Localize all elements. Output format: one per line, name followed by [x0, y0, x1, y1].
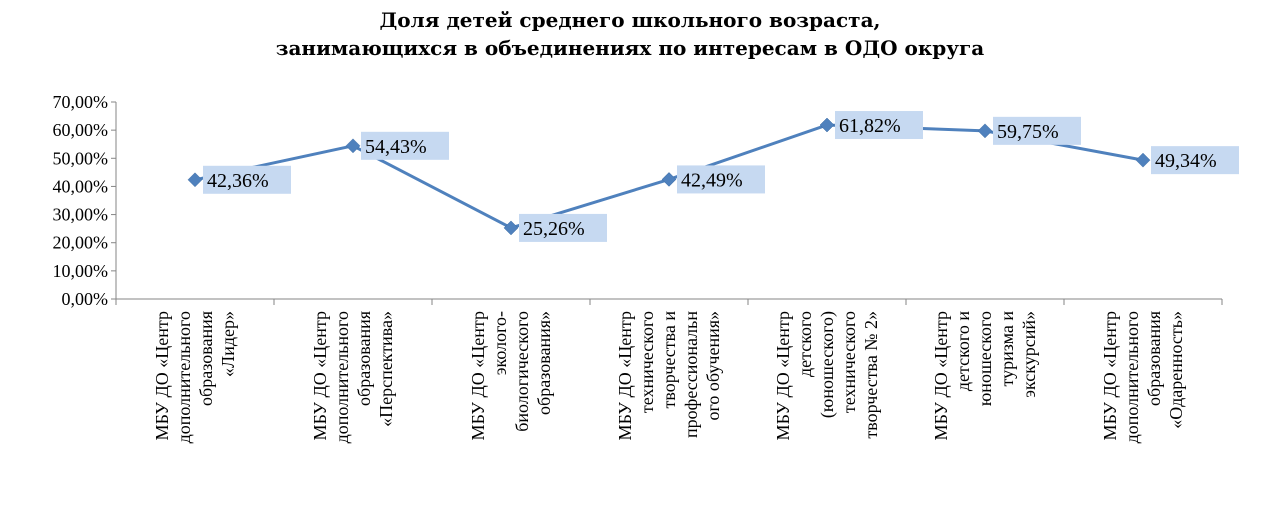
- data-labels: 42,36% 54,43% 25,26% 42,49% 61,82% 59,75% 49,3…: [203, 111, 1239, 242]
- x-tick-label-line: образования: [1144, 311, 1164, 406]
- data-label: 25,26%: [519, 213, 607, 242]
- x-tick-label-line: юношеского: [975, 311, 995, 406]
- x-tick-label-line: экскурсий»: [1019, 311, 1039, 398]
- data-label: 54,43%: [361, 131, 449, 160]
- y-tick-label: 30,00%: [53, 205, 109, 225]
- y-tick-label: 20,00%: [53, 233, 109, 253]
- data-point-marker: [503, 220, 519, 236]
- x-tick-label: МБУ ДО «Центр дополнительного образования «…: [310, 311, 396, 443]
- chart-title: Доля детей среднего школьного возраста, з…: [276, 8, 985, 60]
- x-tick-label-line: МБУ ДО «Центр: [468, 311, 488, 440]
- x-tick-label-line: «Лидер»: [218, 311, 238, 377]
- x-tick-label-line: творчества № 2»: [861, 311, 881, 439]
- x-tick-label-line: профессиональн: [681, 311, 701, 438]
- data-label-box: [677, 165, 765, 194]
- chart-title-line: Доля детей среднего школьного возраста,: [380, 8, 881, 32]
- data-label-text: 49,34%: [1155, 150, 1217, 172]
- x-tick-label-line: образования: [196, 311, 216, 406]
- x-tick-label-line: дополнительного: [332, 311, 352, 443]
- x-tick-label-line: (юношеского): [817, 311, 838, 418]
- x-tick-label-line: образования: [354, 311, 374, 406]
- data-label: 42,49%: [677, 165, 765, 194]
- data-label-text: 61,82%: [839, 115, 901, 137]
- data-label-text: 42,49%: [681, 169, 743, 191]
- x-tick-label: МБУ ДО «Центр дополнительного образования «…: [152, 311, 238, 443]
- y-tick-label: 70,00%: [53, 92, 109, 112]
- data-label: 49,34%: [1151, 146, 1239, 175]
- data-point-marker: [661, 172, 677, 187]
- y-tick-label: 50,00%: [53, 148, 109, 168]
- y-tick-label: 60,00%: [53, 120, 109, 140]
- data-label-box: [1151, 146, 1239, 175]
- x-tick-label-line: ого обучения»: [703, 311, 723, 421]
- x-tick-label-line: туризма и: [997, 311, 1017, 387]
- x-tick-label-line: детского и: [953, 311, 973, 391]
- x-tick-label-line: эколого-: [490, 311, 510, 375]
- x-tick-label-line: МБУ ДО «Центр: [931, 311, 951, 440]
- x-tick-label: МБУ ДО «Центр детского и юношеского туризма…: [931, 311, 1039, 441]
- x-tick-label-line: МБУ ДО «Центр: [773, 311, 793, 440]
- data-label: 42,36%: [203, 165, 291, 194]
- series: [187, 117, 1151, 236]
- data-label-box: [993, 116, 1081, 145]
- data-label-box: [203, 165, 291, 194]
- data-point-marker: [977, 123, 993, 139]
- x-tick-label-line: детского: [795, 311, 815, 377]
- x-tick-label-line: технического: [637, 311, 657, 413]
- data-label-text: 54,43%: [365, 136, 427, 158]
- data-label-text: 59,75%: [997, 121, 1059, 143]
- data-point-marker: [187, 172, 203, 188]
- x-tick-label: МБУ ДО «Центр дополнительного образования «…: [1100, 311, 1186, 443]
- x-axis: МБУ ДО «Центр дополнительного образования «…: [115, 298, 1223, 443]
- data-label-text: 25,26%: [523, 218, 585, 240]
- data-label-box: [519, 213, 607, 242]
- data-point-marker: [819, 117, 835, 133]
- x-tick-label: МБУ ДО «Центр детского (юношеского) техниче…: [773, 311, 881, 440]
- y-tick-label: 0,00%: [62, 289, 109, 309]
- x-tick-label-line: дополнительного: [174, 311, 194, 443]
- y-tick-label: 40,00%: [53, 176, 109, 196]
- data-label-box: [835, 111, 923, 140]
- data-point-marker: [1135, 152, 1151, 168]
- x-tick-label-line: МБУ ДО «Центр: [615, 311, 635, 440]
- x-tick-label: МБУ ДО «Центр эколого-биологического образ…: [468, 311, 554, 440]
- chart-title-line: занимающихся в объединениях по интересам…: [276, 36, 985, 60]
- x-tick-label-line: «Одаренность»: [1166, 311, 1186, 429]
- data-label-text: 42,36%: [207, 170, 269, 192]
- x-tick-label-line: «Перспектива»: [376, 311, 396, 427]
- x-tick-label-line: образования»: [534, 311, 554, 415]
- x-tick-label-line: технического: [839, 311, 859, 413]
- data-label: 61,82%: [835, 111, 923, 140]
- x-tick-label-line: дополнительного: [1122, 311, 1142, 443]
- data-label-box: [361, 131, 449, 160]
- data-label: 59,75%: [993, 116, 1081, 145]
- x-tick-label-line: биологического: [512, 311, 532, 432]
- x-tick-label-line: творчества и: [659, 311, 679, 409]
- data-point-marker: [345, 138, 361, 154]
- x-tick-label-line: МБУ ДО «Центр: [1100, 311, 1120, 440]
- x-tick-label-line: МБУ ДО «Центр: [152, 311, 172, 440]
- x-tick-label: МБУ ДО «Центр технического творчества и про…: [615, 311, 723, 441]
- y-tick-label: 10,00%: [53, 261, 109, 281]
- y-axis: 0,00% 10,00% 20,00% 30,00% 40,00% 50,00% 60,00…: [53, 92, 117, 309]
- x-tick-label-line: МБУ ДО «Центр: [310, 311, 330, 440]
